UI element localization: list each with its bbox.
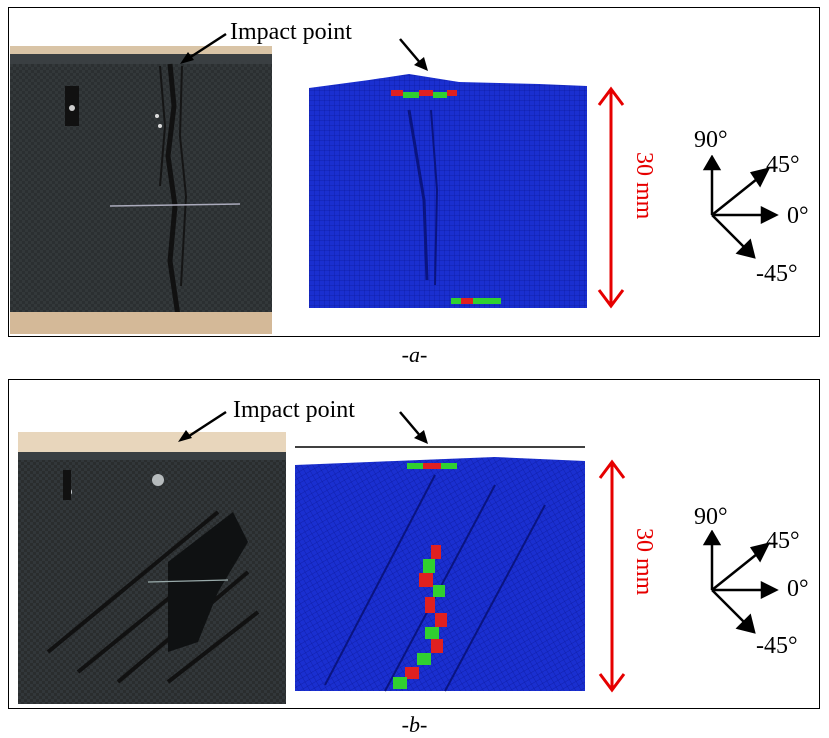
- orientation-45-label-a: 45°: [766, 152, 800, 178]
- specimen-photo-b: [18, 432, 286, 704]
- arrow-impact-right-a: [399, 38, 428, 71]
- arrow-impact-left-a: [180, 32, 227, 64]
- impact-point-label-b: Impact point: [233, 397, 355, 423]
- caption-b: -b-: [401, 712, 428, 737]
- dimension-arrow-b: [598, 459, 626, 693]
- dimension-label-a: 30 mm: [631, 152, 657, 220]
- arrow-impact-right-b: [399, 411, 428, 444]
- orientation-90-label-a: 90°: [694, 127, 728, 153]
- orientation-90-label-b: 90°: [694, 504, 728, 530]
- fe-model-a: [309, 74, 587, 308]
- orientation-arrows-icon-a: [702, 155, 779, 259]
- orientation-minus45-label-a: -45°: [756, 261, 798, 287]
- caption-a: -a-: [401, 342, 428, 367]
- orientation-minus45-label-b: -45°: [756, 633, 798, 659]
- dimension-label-b: 30 mm: [631, 528, 657, 596]
- orientation-arrows-icon-b: [702, 530, 779, 634]
- orientation-0-label-b: 0°: [787, 576, 809, 602]
- impact-point-label-a: Impact point: [230, 19, 352, 45]
- orientation-45-label-b: 45°: [766, 528, 800, 554]
- orientation-0-label-a: 0°: [787, 203, 809, 229]
- dimension-arrow-a: [597, 86, 625, 309]
- specimen-photo-a: [10, 46, 272, 334]
- arrow-impact-left-b: [178, 410, 227, 442]
- fe-model-b: [295, 446, 585, 692]
